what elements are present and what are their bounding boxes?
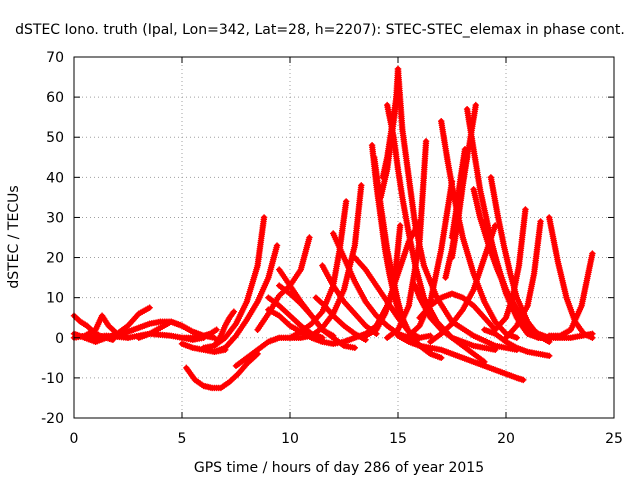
y-tick-label: -10 (41, 371, 64, 387)
data-series (448, 146, 469, 241)
y-tick-label: -20 (41, 411, 64, 427)
y-tick-label: 0 (55, 331, 64, 347)
plus-markers (412, 282, 488, 366)
data-series (178, 326, 220, 341)
axis-ticks: 0 5 10 15 20 25 -20 -10 0 10 20 30 40 50 60 70 (41, 50, 623, 447)
y-tick-label: 30 (46, 210, 64, 226)
data-series (211, 308, 238, 349)
plus-markers (211, 242, 281, 356)
x-tick-label: 10 (281, 431, 299, 447)
plus-markers (481, 326, 553, 360)
y-tick-label: 60 (46, 90, 64, 106)
data-series (394, 332, 527, 384)
plus-markers (394, 332, 527, 384)
data-series (546, 250, 596, 339)
plus-markers (384, 138, 430, 341)
x-axis-label: GPS time / hours of day 286 of year 2015 (194, 460, 484, 476)
plus-markers (448, 146, 469, 241)
data-series (412, 282, 488, 366)
data-series (481, 326, 553, 360)
plot-area (70, 65, 596, 392)
plus-markers (211, 308, 238, 349)
plus-markers (481, 218, 553, 341)
data-series (394, 65, 520, 354)
data-series (502, 218, 544, 341)
plus-markers (183, 350, 261, 392)
plus-markers (448, 154, 471, 261)
chart-title: dSTEC Iono. truth (Ipal, Lon=342, Lat=28… (15, 22, 625, 38)
x-tick-label: 20 (497, 431, 515, 447)
y-tick-label: 40 (46, 170, 64, 186)
data-series (492, 206, 529, 333)
y-tick-label: 50 (46, 130, 64, 146)
x-tick-label: 25 (605, 431, 623, 447)
plus-markers (546, 250, 596, 339)
y-tick-label: 10 (46, 291, 64, 307)
y-tick-label: 20 (46, 251, 64, 267)
y-tick-label: 70 (46, 50, 64, 66)
axes-border (73, 56, 615, 419)
data-series (183, 350, 261, 392)
data-series (384, 138, 430, 341)
x-tick-label: 0 (70, 431, 79, 447)
plus-markers (492, 206, 529, 333)
plus-markers (502, 218, 544, 341)
x-tick-label: 15 (389, 431, 407, 447)
plot-frame (73, 56, 615, 419)
y-axis-label: dSTEC / TECUs (6, 185, 22, 288)
data-series (211, 242, 281, 356)
x-tick-label: 5 (178, 431, 187, 447)
plus-markers (416, 290, 499, 333)
data-series (416, 290, 499, 333)
plus-markers (178, 326, 220, 341)
